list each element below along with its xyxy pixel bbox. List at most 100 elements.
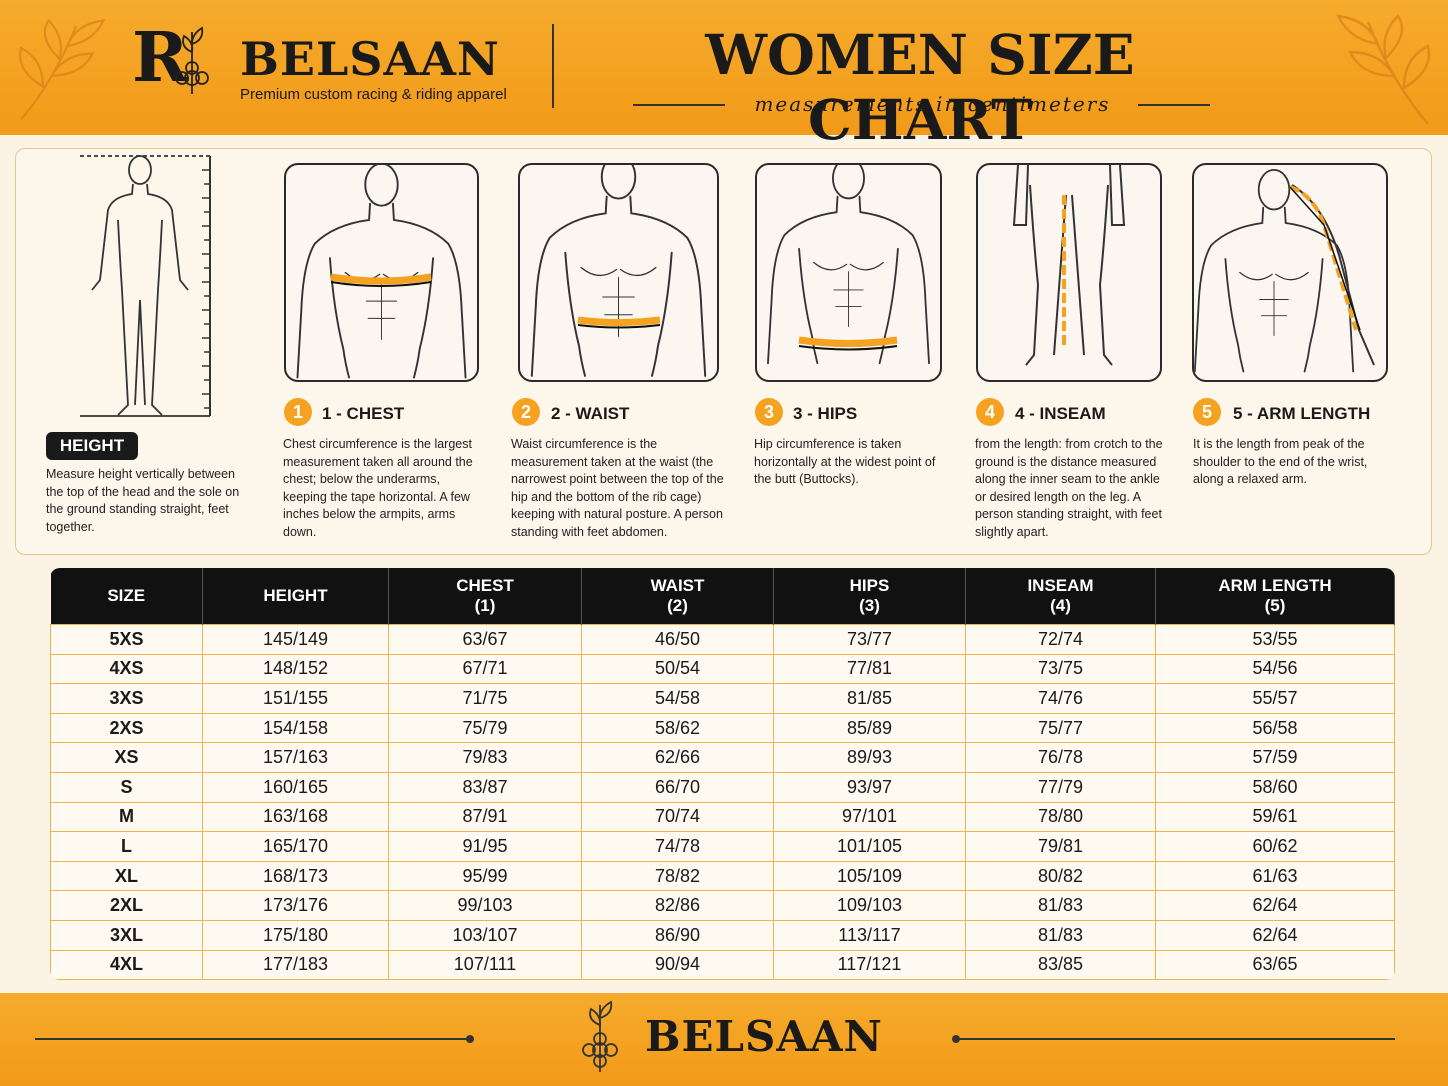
measure-cell: 107/111 [388,949,582,981]
header-line: INSEAM [1027,576,1094,595]
figure [1012,165,1126,366]
measure-cell: 78/80 [965,801,1156,833]
rule [633,104,725,106]
height-figure [80,155,211,417]
rule-dot [952,1035,960,1043]
measure-cell: 168/173 [202,860,389,892]
size-row: 3XL 175/180 103/107 86/90 113/117 81/83 62/64 [50,919,1395,951]
measure-cell: 173/176 [202,890,389,921]
measure-cell: 63/67 [388,624,582,655]
figure [766,165,931,365]
measure-title: 4 - INSEAM [1015,404,1106,423]
step-badge: 4 [976,398,1004,426]
size-cell: 4XL [50,949,203,981]
figure [1194,168,1375,373]
header-line: (4) [1050,596,1071,615]
size-row: XL 168/173 95/99 78/82 105/109 80/82 61/63 [50,860,1395,892]
measure-description: Waist circumference is the measurement t… [511,437,724,539]
subtitle: measurements in centimeters [754,92,1111,116]
figure [530,165,707,377]
measure-cell: 157/163 [202,742,389,773]
measure-cell: 113/117 [773,919,966,951]
footer-flower [582,1000,618,1072]
size-cell: 4XS [50,653,203,685]
size-table: SIZE HEIGHT CHEST (1) WAIST (2) HIPS (3) INSEAM(… [50,568,1395,981]
measure-cell: 62/66 [581,742,774,773]
measure-cell: 70/74 [581,801,774,833]
header-line: HIPS [849,576,890,595]
size-cell: M [50,801,203,833]
size-row: 2XL 173/176 99/103 82/86 109/103 81/83 62/64 [50,890,1395,921]
measure-cell: 56/58 [1155,712,1395,744]
measure-cell: 77/81 [773,653,966,685]
header-line: ARM LENGTH [1218,576,1332,595]
column-header: HEIGHT [202,568,389,625]
hips-illustration [755,163,942,382]
measure-cell: 165/170 [202,831,389,862]
measure-cell: 83/87 [388,771,582,803]
size-row: 2XS 154/158 75/79 58/62 85/89 75/77 56/58 [50,712,1395,744]
measure-description: from the length: from crotch to the grou… [975,437,1163,539]
measure-cell: 82/86 [581,890,774,921]
measure-cell: 85/89 [773,712,966,744]
footer-brand: BELSAAN [645,1012,883,1061]
header-line: SIZE [107,586,146,605]
measure-cell: 54/58 [581,683,774,714]
size-cell: 2XL [50,890,203,921]
header-row: SIZE HEIGHT CHEST (1) WAIST (2) HIPS (3) INSEAM(… [50,568,1395,625]
measure-cell: 73/75 [965,653,1156,685]
measure-cell: 63/65 [1155,949,1395,981]
measure-cell: 175/180 [202,919,389,951]
column-header: ARM LENGTH (5) [1155,568,1395,625]
measure-cell: 60/62 [1155,831,1395,862]
measure-cell: 83/85 [965,949,1156,981]
chest-illustration [284,163,479,382]
measure-cell: 67/71 [388,653,582,685]
measure-cell: 87/91 [388,801,582,833]
measure-cell: 59/61 [1155,801,1395,833]
measure-cell: 109/103 [773,890,966,921]
size-row: L 165/170 91/95 74/78 101/105 79/81 60/62 [50,831,1395,862]
measure-cell: 81/83 [965,919,1156,951]
step-badge: 3 [755,398,783,426]
measure-cell: 76/78 [965,742,1156,773]
measure-title: 1 - CHEST [322,404,405,423]
arm-illustration [1192,163,1388,382]
rule-dot [466,1035,474,1043]
step-badge: 1 [284,398,312,426]
measure-cell: 103/107 [388,919,582,951]
measure-cell: 79/83 [388,742,582,773]
size-row: 3XS 151/155 71/75 54/58 81/85 74/76 55/57 [50,683,1395,714]
measure-cell: 74/78 [581,831,774,862]
measure-cell: 61/63 [1155,860,1395,892]
size-row: XS 157/163 79/83 62/66 89/93 76/78 57/59 [50,742,1395,773]
size-cell: S [50,771,203,803]
size-cell: L [50,831,203,862]
leaf-decoration [1336,14,1431,126]
measure-cell: 86/90 [581,919,774,951]
size-cell: XS [50,742,203,773]
size-cell: 3XS [50,683,203,714]
inseam-illustration [976,163,1162,382]
rule [955,1038,1395,1040]
size-cell: 2XS [50,712,203,744]
size-row: M 163/168 87/91 70/74 97/101 78/80 59/61 [50,801,1395,833]
logo-flower [175,26,209,94]
step-badge: 5 [1193,398,1221,426]
size-row: 5XS 145/149 63/67 46/50 73/77 72/74 53/55 [50,624,1395,655]
measure-description: Hip circumference is taken horizontally … [754,437,936,487]
measure-cell: 74/76 [965,683,1156,714]
measure-cell: 78/82 [581,860,774,892]
measure-cell: 101/105 [773,831,966,862]
measure-cell: 73/77 [773,624,966,655]
measure-title: 3 - HIPS [793,404,858,423]
measure-description: It is the length from peak of the should… [1193,437,1368,487]
rule [35,1038,470,1040]
size-row: S 160/165 83/87 66/70 93/97 77/79 58/60 [50,771,1395,803]
measure-cell: 154/158 [202,712,389,744]
size-cell: 3XL [50,919,203,951]
measure-title: 2 - WAIST [551,404,630,423]
measure-cell: 163/168 [202,801,389,833]
